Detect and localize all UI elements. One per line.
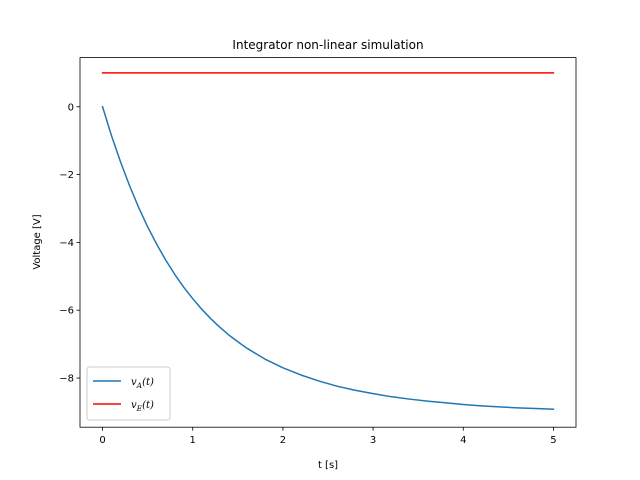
x-tick-label: 1 (190, 435, 196, 446)
y-tick-label: −4 (59, 238, 74, 249)
legend-box (86, 366, 171, 421)
y-tick-label: −2 (59, 170, 74, 181)
plot-area (101, 72, 555, 411)
x-tick-label: 0 (99, 435, 105, 446)
y-axis-label: Voltage [V] (32, 214, 43, 269)
x-tick-label: 3 (370, 435, 376, 446)
legend: vA(t) vE(t) (86, 366, 171, 421)
y-tick-label: −8 (59, 374, 74, 385)
x-tick-label: 4 (460, 435, 466, 446)
y-tick-label: 0 (68, 102, 74, 113)
x-axis-ticks: 0 1 2 3 4 5 (99, 427, 557, 446)
legend-label-e: vE(t) (131, 400, 154, 413)
x-tick-label: 2 (280, 435, 286, 446)
chart-title: Integrator non-linear simulation (232, 38, 423, 52)
x-axis-label: t [s] (318, 460, 338, 471)
x-tick-label: 5 (550, 435, 556, 446)
y-axis-ticks: 0 −2 −4 −6 −8 (59, 102, 80, 385)
series-line-a (101, 105, 555, 411)
y-tick-label: −6 (59, 306, 74, 317)
legend-label-a: vA(t) (131, 377, 154, 390)
